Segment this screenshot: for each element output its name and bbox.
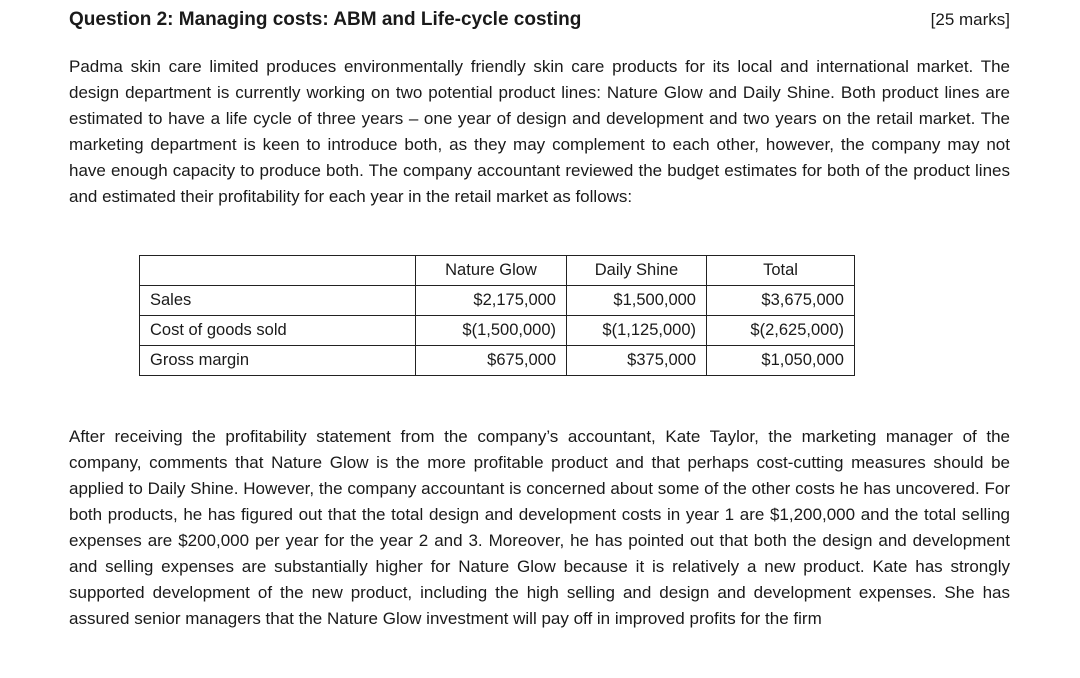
table-header-row: Nature Glow Daily Shine Total (139, 255, 855, 286)
table-header-blank (139, 255, 416, 286)
cell-daily-shine: $375,000 (566, 345, 707, 376)
table-header-daily-shine: Daily Shine (566, 255, 707, 286)
row-label: Gross margin (139, 345, 416, 376)
question-header: Question 2: Managing costs: ABM and Life… (69, 6, 1010, 34)
cell-daily-shine: $(1,125,000) (566, 315, 707, 346)
question-marks: [25 marks] (930, 10, 1010, 29)
cell-nature-glow: $675,000 (415, 345, 567, 376)
row-label: Cost of goods sold (139, 315, 416, 346)
cell-total: $3,675,000 (706, 285, 855, 316)
cell-nature-glow: $2,175,000 (415, 285, 567, 316)
table-row: Gross margin $675,000 $375,000 $1,050,00… (139, 345, 855, 376)
question-title: Question 2: Managing costs: ABM and Life… (69, 9, 582, 30)
cell-total: $(2,625,000) (706, 315, 855, 346)
table-header-nature-glow: Nature Glow (415, 255, 567, 286)
intro-paragraph: Padma skin care limited produces environ… (69, 57, 1010, 206)
table-row: Cost of goods sold $(1,500,000) $(1,125,… (139, 315, 855, 346)
table-header-total: Total (706, 255, 855, 286)
row-label: Sales (139, 285, 416, 316)
document-page: Question 2: Managing costs: ABM and Life… (69, 6, 1010, 628)
cell-total: $1,050,000 (706, 345, 855, 376)
followup-paragraph: After receiving the profitability statem… (69, 427, 1010, 628)
table-row: Sales $2,175,000 $1,500,000 $3,675,000 (139, 285, 855, 316)
cell-nature-glow: $(1,500,000) (415, 315, 567, 346)
profitability-table: Nature Glow Daily Shine Total Sales $2,1… (139, 255, 855, 376)
cell-daily-shine: $1,500,000 (566, 285, 707, 316)
